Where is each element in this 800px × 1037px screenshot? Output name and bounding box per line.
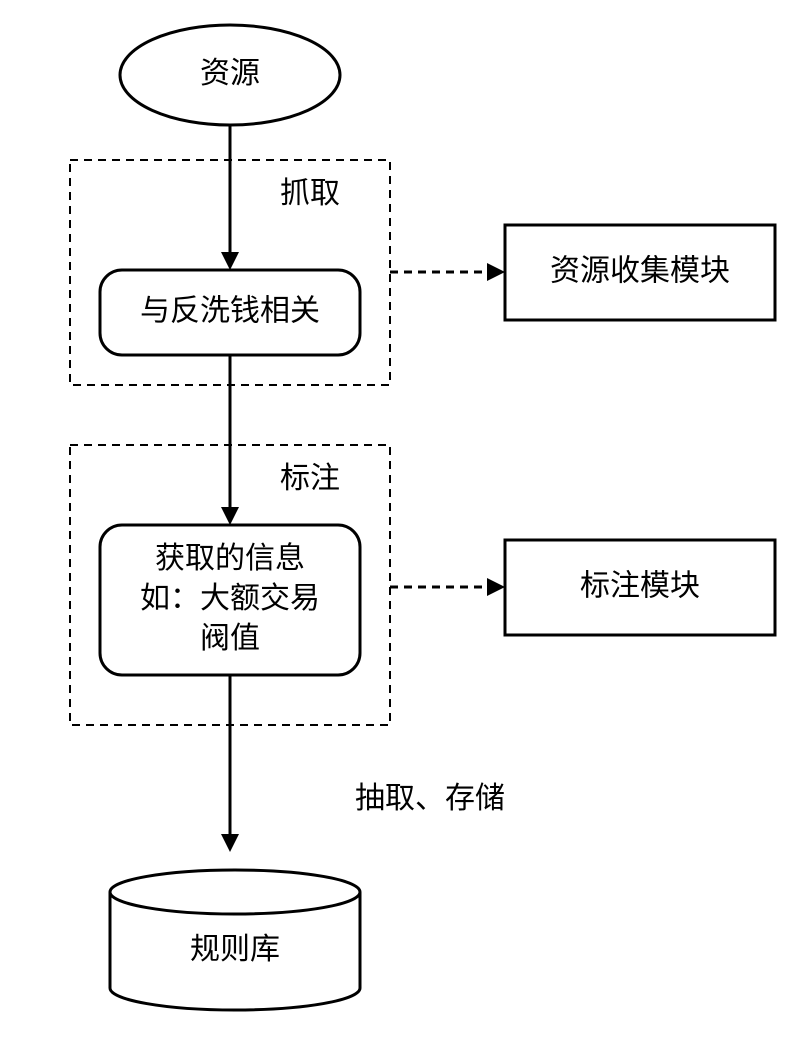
svg-text:如：大额交易: 如：大额交易	[140, 582, 320, 615]
svg-text:抓取: 抓取	[280, 177, 340, 210]
svg-text:资源: 资源	[200, 57, 260, 90]
flowchart-canvas: 资源抓取与反洗钱相关标注获取的信息如：大额交易阀值抽取、存储规则库 资源收集模块标…	[0, 0, 800, 1037]
svg-text:与反洗钱相关: 与反洗钱相关	[140, 294, 320, 327]
svg-text:规则库: 规则库	[190, 933, 280, 966]
svg-text:资源收集模块: 资源收集模块	[550, 254, 730, 287]
svg-text:获取的信息: 获取的信息	[155, 542, 305, 575]
svg-text:抽取、存储: 抽取、存储	[355, 782, 505, 815]
svg-text:标注模块: 标注模块	[580, 569, 700, 602]
svg-text:阀值: 阀值	[200, 622, 260, 655]
svg-text:标注: 标注	[280, 462, 340, 495]
